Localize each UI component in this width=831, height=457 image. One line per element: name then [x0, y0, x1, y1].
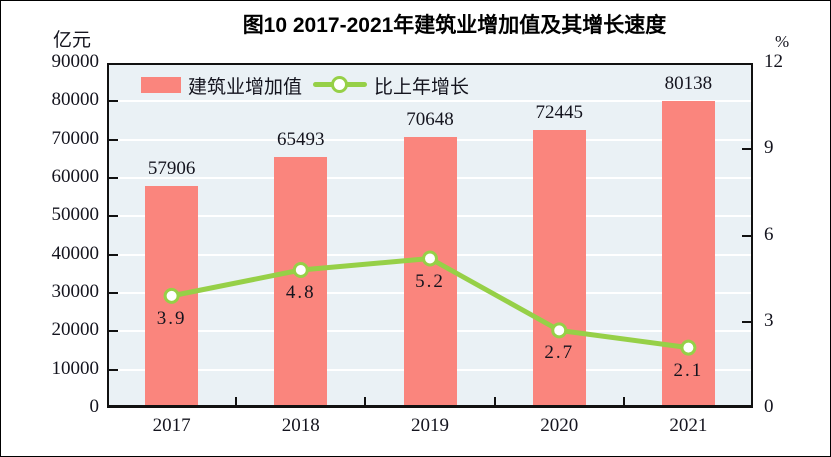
left-axis-tick: [109, 100, 118, 103]
left-axis-label-70000: 70000: [51, 127, 100, 149]
left-axis-tick: [109, 368, 118, 371]
growth-label-2018: 4.8: [285, 282, 316, 303]
growth-point-2018: [292, 262, 309, 278]
left-axis-label-10000: 10000: [51, 357, 100, 379]
growth-point-2017: [163, 287, 180, 304]
bar-value-label-2017: 57906: [147, 158, 196, 180]
legend-bar-label: 建筑业增加值: [188, 77, 303, 98]
growth-label-2017: 3.9: [156, 307, 187, 329]
left-axis-tick: [109, 177, 118, 179]
bar-2020: [532, 130, 586, 405]
legend-line-marker-icon: [331, 76, 348, 93]
bar-value-label-2019: 70648: [406, 109, 454, 131]
left-axis-tick: [109, 138, 118, 141]
growth-line-layer: [163, 250, 697, 356]
left-axis-unit: 亿元: [53, 30, 92, 51]
right-axis-label-9: 9: [764, 137, 774, 159]
left-axis-label-60000: 60000: [51, 166, 100, 187]
x-axis-label-2019: 2019: [411, 415, 449, 436]
left-axis-label-0: 0: [89, 396, 100, 417]
right-axis-label-12: 12: [764, 51, 783, 72]
left-axis-label-80000: 80000: [51, 89, 100, 111]
growth-label-2019: 5.2: [415, 270, 445, 292]
left-axis-tick: [109, 330, 118, 333]
left-axis-label-20000: 20000: [51, 319, 100, 341]
legend-line-label: 比上年增长: [374, 77, 470, 98]
right-axis-tick: [742, 234, 751, 237]
x-axis-tick: [364, 397, 367, 405]
right-axis-tick: [742, 320, 751, 323]
right-axis-unit: %: [775, 32, 790, 51]
bar-value-label-2021: 80138: [664, 72, 713, 94]
gridline: [109, 100, 751, 103]
bar-value-label-2020: 72445: [535, 102, 583, 124]
left-axis-tick: [109, 215, 118, 218]
growth-line: [169, 256, 691, 351]
x-axis-tick: [493, 397, 496, 405]
right-axis-label-3: 3: [764, 309, 774, 331]
legend-bar-swatch: [141, 77, 181, 93]
bar-2018: [274, 156, 328, 405]
left-axis-label-50000: 50000: [51, 204, 100, 226]
left-axis-tick: [109, 253, 118, 256]
right-axis-tick: [742, 148, 751, 151]
x-axis-label-2021: 2021: [669, 415, 708, 436]
growth-point-2020: [551, 322, 568, 339]
growth-label-2020: 2.7: [544, 342, 575, 364]
right-axis-label-6: 6: [764, 223, 774, 245]
x-axis-label-2017: 2017: [152, 415, 191, 436]
chart-title: 图10 2017-2021年建筑业增加值及其增长速度: [242, 14, 667, 37]
left-axis-label-90000: 90000: [51, 51, 100, 72]
growth-point-2021: [680, 339, 697, 356]
left-axis-label-30000: 30000: [51, 281, 100, 302]
bar-value-label-2018: 65493: [277, 128, 325, 150]
growth-label-2021: 2.1: [673, 359, 704, 381]
x-axis-tick: [235, 397, 238, 405]
left-axis-tick: [109, 292, 118, 294]
x-axis-label-2020: 2020: [540, 415, 579, 436]
right-axis-label-0: 0: [764, 396, 774, 417]
x-axis-tick: [622, 397, 625, 405]
growth-point-2019: [422, 250, 438, 267]
left-axis-label-40000: 40000: [51, 242, 100, 264]
x-axis-label-2018: 2018: [281, 415, 320, 436]
